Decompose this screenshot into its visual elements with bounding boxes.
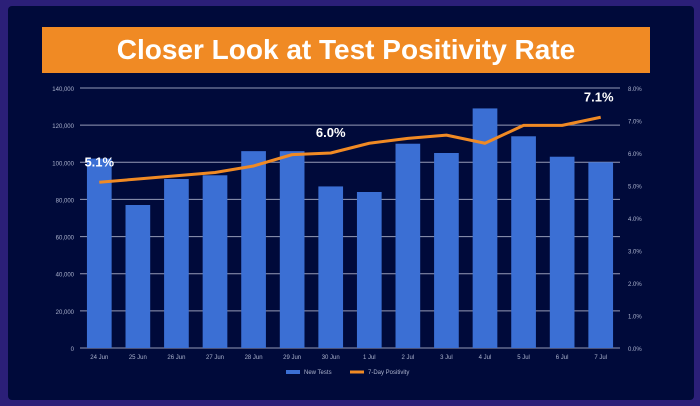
- x-tick-label: 1 Jul: [363, 355, 376, 361]
- x-tick-label: 3 Jul: [440, 355, 453, 361]
- bar-new-tests: [318, 186, 344, 348]
- data-label: 5.1%: [84, 154, 114, 169]
- legend-label-positivity: 7-Day Positivity: [368, 370, 409, 376]
- x-tick-label: 2 Jul: [402, 355, 415, 361]
- slide-title: Closer Look at Test Positivity Rate: [116, 34, 576, 65]
- bar-new-tests: [472, 108, 498, 348]
- bar-new-tests: [125, 205, 151, 348]
- right-tick-label: 8.0%: [628, 87, 642, 93]
- bar-new-tests: [86, 158, 112, 348]
- legend-label-new-tests: New Tests: [304, 370, 332, 376]
- bar-new-tests: [511, 136, 536, 348]
- legend-swatch-new-tests: [286, 370, 300, 374]
- bar-new-tests: [279, 151, 305, 348]
- left-tick-label: 100,000: [52, 161, 74, 167]
- bar-new-tests: [202, 175, 228, 348]
- right-tick-label: 4.0%: [628, 217, 642, 223]
- left-tick-label: 40,000: [56, 273, 75, 279]
- left-tick-label: 140,000: [52, 87, 74, 93]
- bar-new-tests: [549, 156, 575, 348]
- bar-new-tests: [241, 151, 266, 348]
- x-tick-label: 4 Jul: [479, 355, 492, 361]
- bar-new-tests: [434, 153, 459, 348]
- x-tick-label: 5 Jul: [517, 355, 530, 361]
- right-tick-label: 1.0%: [628, 315, 642, 321]
- x-tick-label: 7 Jul: [594, 355, 607, 361]
- data-label: 6.0%: [316, 125, 346, 140]
- x-tick-label: 27 Jun: [206, 355, 224, 361]
- line-positivity: [99, 115, 602, 184]
- right-tick-label: 3.0%: [628, 250, 642, 256]
- left-tick-label: 60,000: [56, 236, 75, 242]
- left-tick-label: 120,000: [52, 124, 74, 130]
- right-tick-label: 5.0%: [628, 185, 642, 191]
- x-tick-label: 24 Jun: [90, 355, 108, 361]
- x-tick-label: 25 Jun: [129, 355, 147, 361]
- bar-new-tests: [395, 143, 421, 348]
- left-tick-label: 80,000: [56, 198, 75, 204]
- bar-new-tests: [588, 162, 614, 348]
- right-tick-label: 0.0%: [628, 347, 642, 353]
- left-tick-label: 0: [71, 347, 75, 353]
- data-label: 7.1%: [584, 89, 614, 104]
- right-tick-label: 2.0%: [628, 282, 642, 288]
- title-banner: Closer Look at Test Positivity Rate: [42, 27, 650, 73]
- right-tick-label: 7.0%: [628, 120, 642, 126]
- left-tick-label: 20,000: [56, 310, 75, 316]
- x-tick-label: 30 Jun: [322, 355, 340, 361]
- bar-new-tests: [356, 192, 382, 348]
- right-tick-label: 6.0%: [628, 152, 642, 158]
- x-tick-label: 29 Jun: [283, 355, 301, 361]
- x-tick-label: 6 Jul: [556, 355, 569, 361]
- bar-new-tests: [164, 179, 189, 348]
- x-tick-label: 26 Jun: [167, 355, 185, 361]
- x-tick-label: 28 Jun: [245, 355, 263, 361]
